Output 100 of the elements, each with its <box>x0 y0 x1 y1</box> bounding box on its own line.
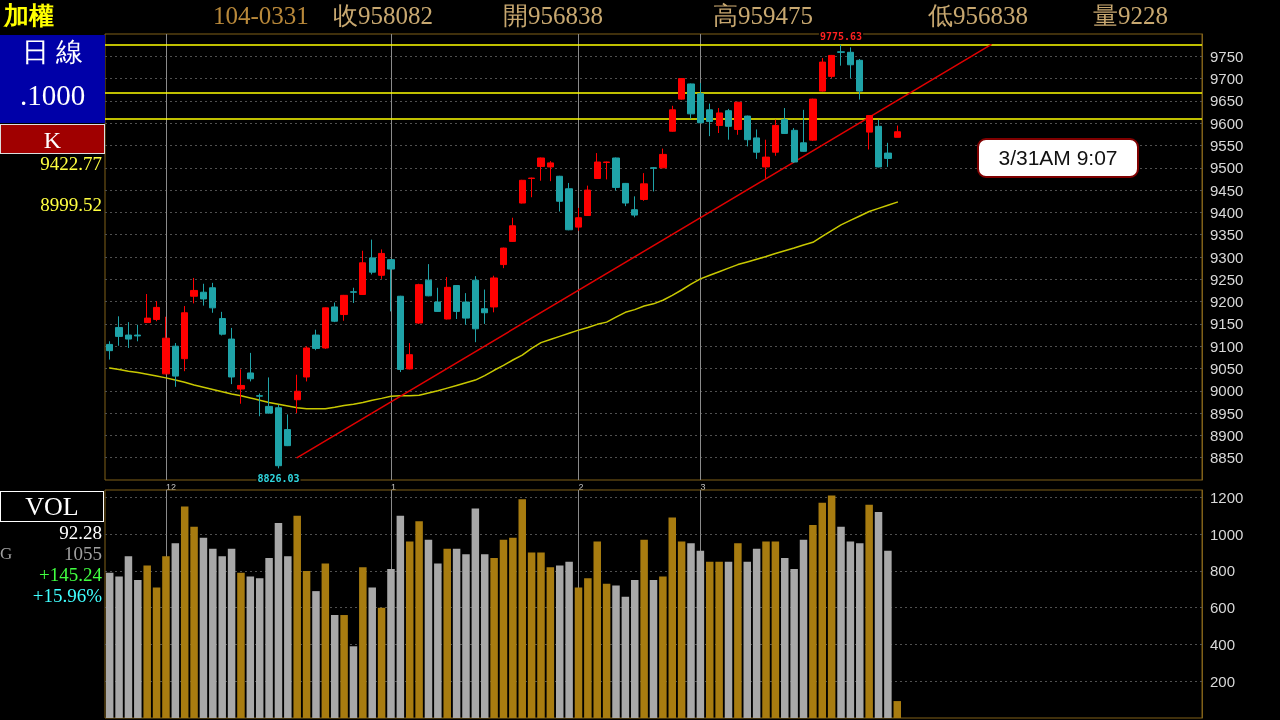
bar <box>134 580 142 718</box>
bar <box>284 556 292 718</box>
bar <box>809 524 817 718</box>
bar <box>162 556 170 718</box>
bar <box>199 537 208 718</box>
bar <box>649 580 658 718</box>
bar <box>471 508 480 718</box>
bar <box>612 585 620 718</box>
bar <box>537 552 545 718</box>
bar <box>152 587 161 718</box>
bar <box>799 539 808 718</box>
y-tick-label: 9600 <box>1210 114 1244 132</box>
bar <box>874 512 883 718</box>
y-tick-label: 8850 <box>1210 449 1244 467</box>
candlestick <box>219 311 226 336</box>
text: 日 線 <box>0 35 105 75</box>
candlestick <box>800 109 807 153</box>
candlestick <box>200 283 207 307</box>
x-tick-label: 1 <box>390 481 396 492</box>
candlestick <box>819 57 826 93</box>
candlestick <box>537 157 545 182</box>
y-tick-label: 9150 <box>1210 315 1244 333</box>
text: 104-0331 <box>213 1 309 31</box>
candlestick <box>322 306 329 350</box>
candlestick <box>106 340 113 361</box>
bar <box>527 552 536 718</box>
bar <box>452 548 461 718</box>
candlestick <box>144 293 151 324</box>
candlestick <box>509 217 516 243</box>
y-tick-label: 9000 <box>1210 382 1244 400</box>
y-tick-label: 9050 <box>1210 360 1244 377</box>
y-tick-label: 9700 <box>1210 70 1244 88</box>
candlestick <box>256 392 263 417</box>
candlestick <box>687 83 695 120</box>
candlestick <box>406 342 413 370</box>
candlestick <box>490 275 498 313</box>
candlestick <box>753 128 760 160</box>
bar <box>312 591 320 718</box>
candlestick <box>115 315 123 347</box>
bar <box>180 506 189 718</box>
bar <box>190 526 198 718</box>
y-tick-label: 200 <box>1210 672 1236 690</box>
bar <box>837 526 845 718</box>
bar <box>818 502 827 718</box>
candlestick <box>462 292 470 326</box>
candlestick <box>228 327 235 385</box>
bar <box>565 561 573 718</box>
candlestick <box>434 287 441 313</box>
text: .1000 <box>0 75 105 123</box>
candlestick <box>387 258 395 312</box>
bar <box>443 548 451 718</box>
bar <box>687 543 695 718</box>
bar <box>743 561 752 718</box>
bar <box>668 517 676 718</box>
annotation: 9775.63 <box>819 31 863 43</box>
candlestick <box>734 101 742 136</box>
candlestick <box>884 142 892 168</box>
candlestick <box>584 185 591 217</box>
candlestick <box>350 287 357 304</box>
bar <box>340 615 348 718</box>
candlestick <box>837 44 845 67</box>
candlestick <box>303 345 310 382</box>
text: 開956838 <box>503 1 603 31</box>
y-tick-label: 1000 <box>1210 525 1244 543</box>
bar <box>255 578 264 718</box>
text: 8999.52 <box>39 194 102 216</box>
x-tick-label: 2 <box>578 481 584 492</box>
chart-title: 加權 <box>4 1 54 31</box>
bar <box>434 563 442 718</box>
bar <box>893 701 902 718</box>
y-tick-label: 800 <box>1210 562 1236 580</box>
candlestick <box>678 77 685 101</box>
y-tick-label: 400 <box>1210 635 1236 653</box>
line-series <box>108 201 899 410</box>
candlestick <box>294 374 301 414</box>
candlestick <box>556 175 563 213</box>
candlestick <box>528 177 535 198</box>
bar <box>105 572 114 718</box>
candlestick <box>190 277 198 304</box>
bar <box>321 563 330 718</box>
candlestick <box>284 413 291 447</box>
y-tick-label: 9650 <box>1210 92 1244 110</box>
candlestick <box>659 148 667 169</box>
bar <box>237 572 245 718</box>
bar <box>555 565 564 718</box>
candlestick <box>209 282 216 314</box>
bar <box>846 541 855 718</box>
candlestick <box>181 305 188 372</box>
bar <box>124 556 133 718</box>
bar <box>631 580 639 718</box>
candlestick <box>809 98 817 142</box>
candlestick <box>669 105 676 133</box>
candlestick <box>500 247 507 269</box>
bar <box>724 561 733 718</box>
y-tick-label: 600 <box>1210 599 1236 617</box>
bar <box>115 576 123 718</box>
bar <box>640 539 648 718</box>
candlestick <box>631 195 638 218</box>
text: 92.28 <box>58 522 102 544</box>
text: 量9228 <box>1093 1 1168 31</box>
